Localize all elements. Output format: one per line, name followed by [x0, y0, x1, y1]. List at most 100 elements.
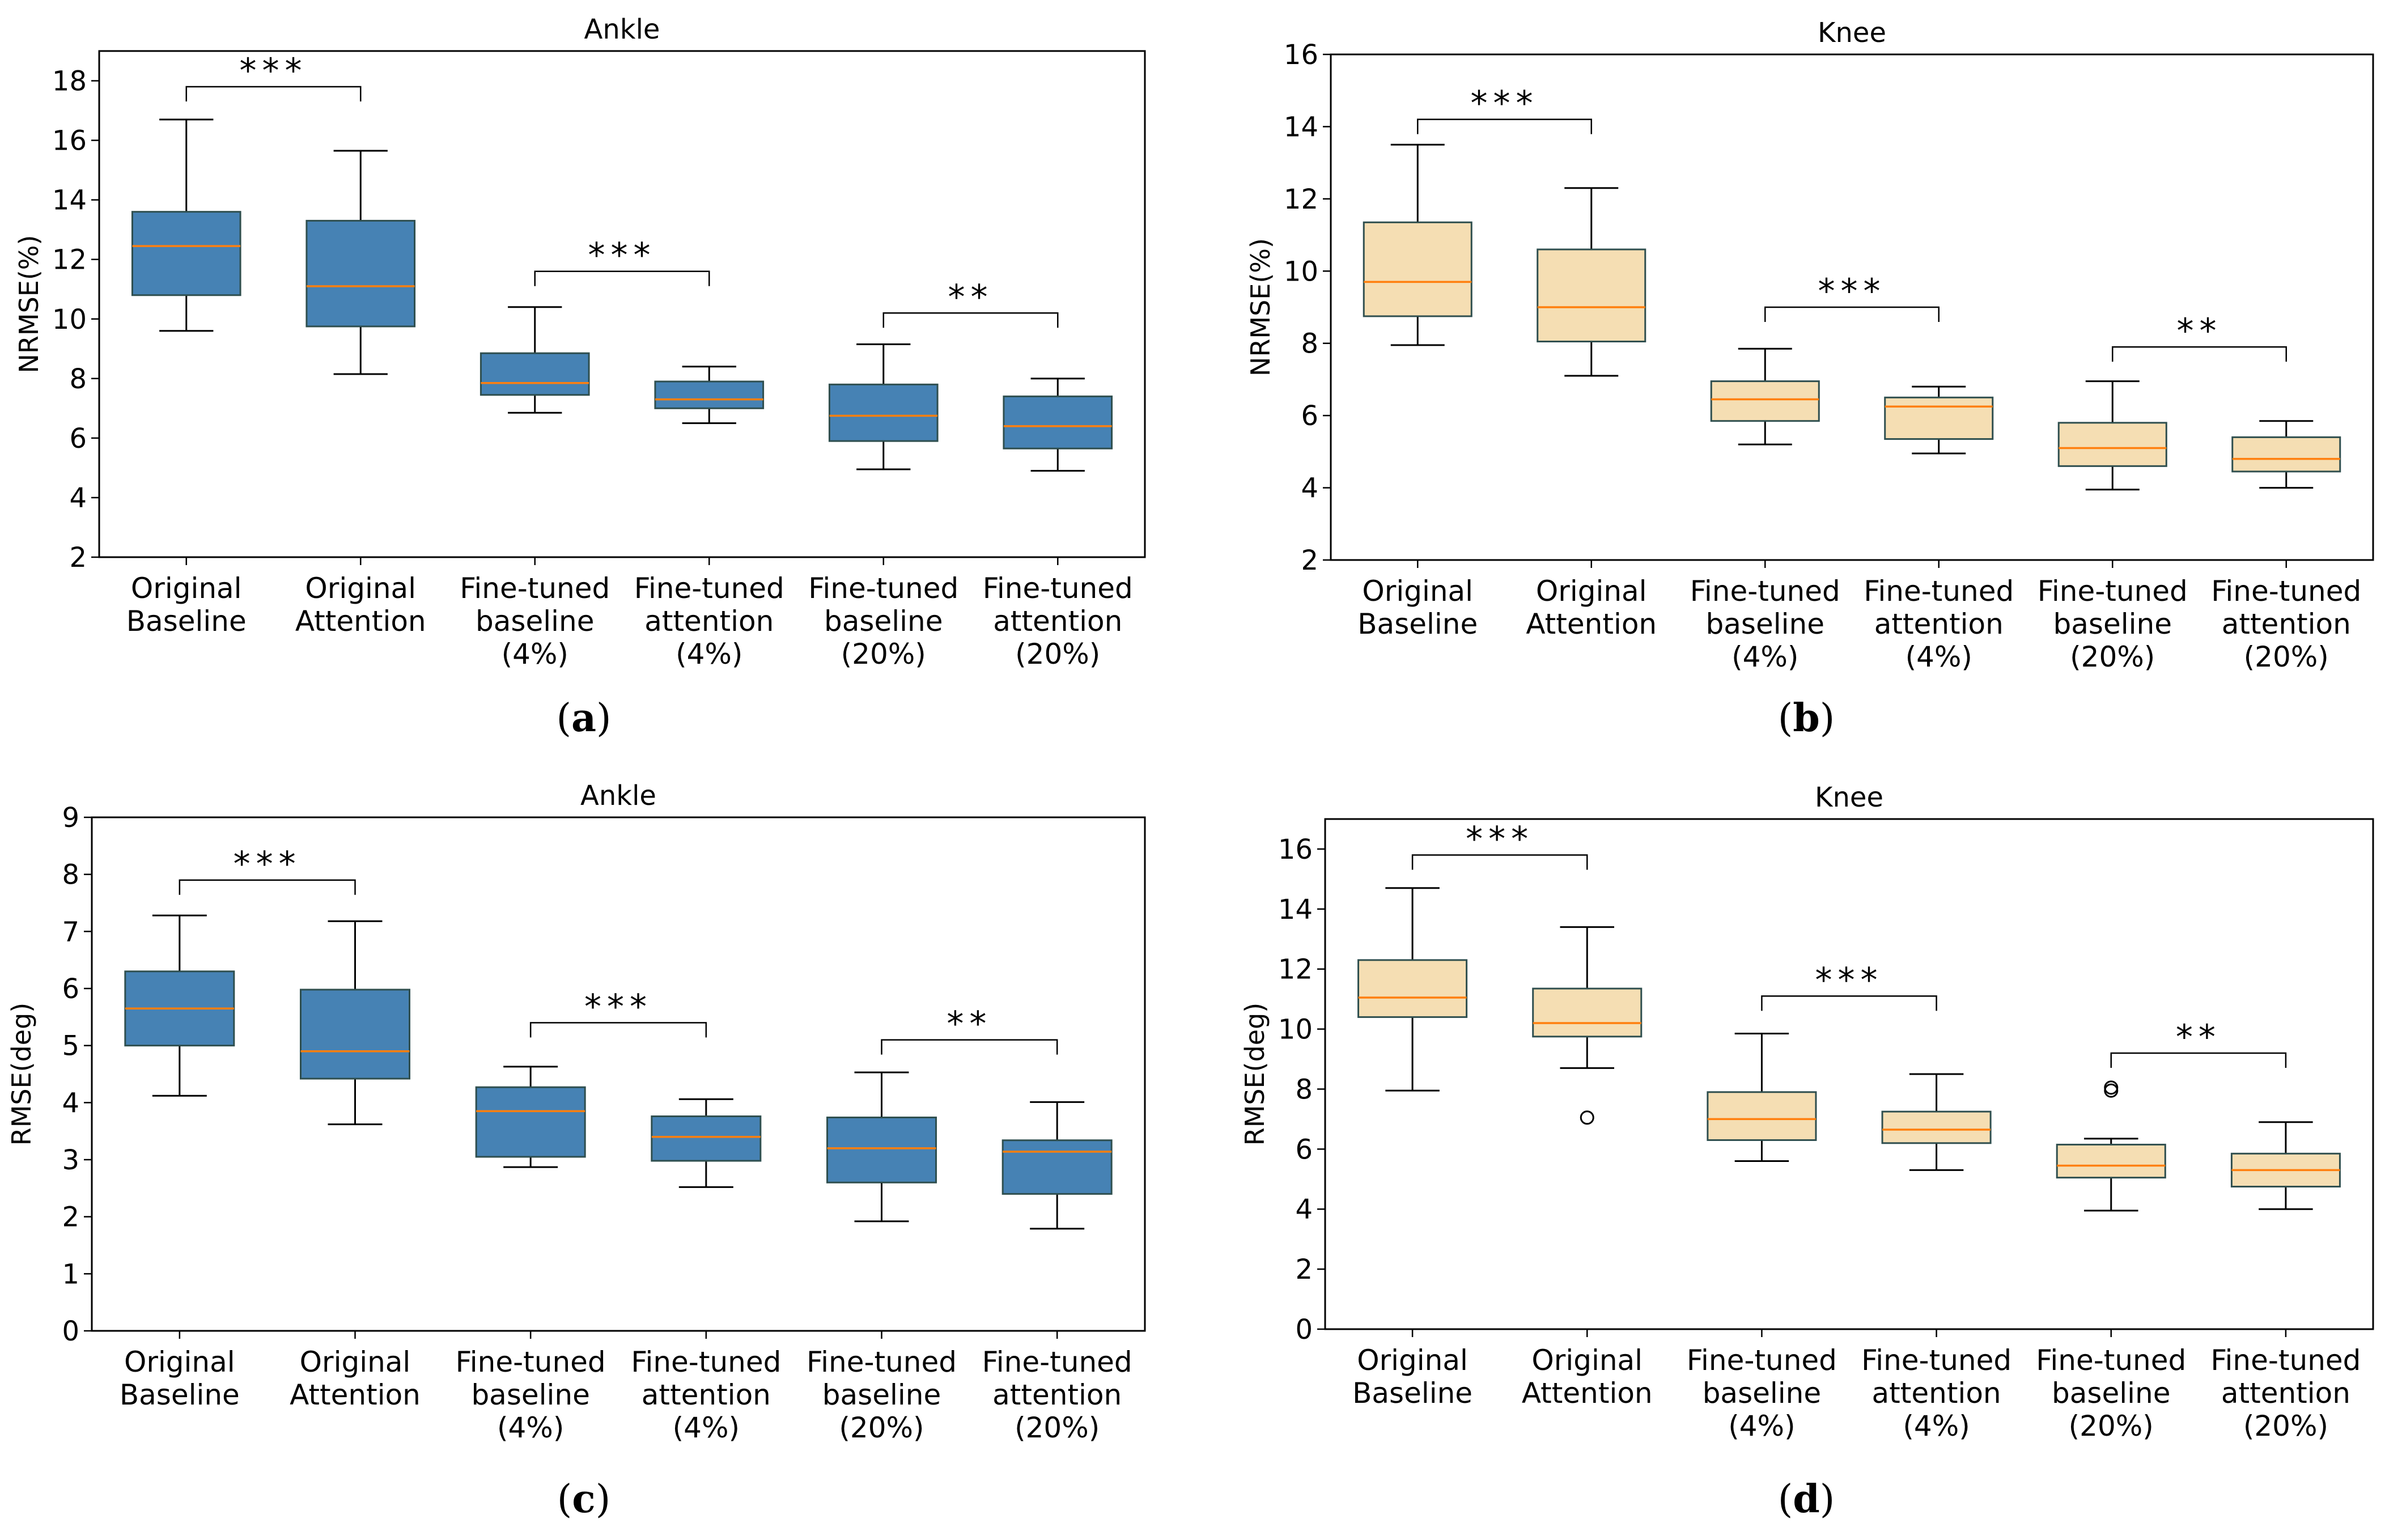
x-tick-label-line: attention: [644, 605, 774, 638]
significance-bracket: [179, 879, 356, 895]
x-tick-label-line: Attention: [1522, 1377, 1653, 1410]
x-tick-label-line: Fine-tuned: [2210, 1344, 2361, 1377]
x-tick-label-line: Fine-tuned: [460, 572, 610, 605]
x-tick-label: Fine-tuned attention (20%): [2211, 575, 2361, 673]
y-tick-label: 3: [62, 1144, 79, 1176]
box-body: [1884, 396, 1994, 440]
x-tick-label: Fine-tuned attention (4%): [631, 1346, 781, 1444]
y-tick-label: 16: [52, 125, 87, 157]
box-2: [1532, 926, 1643, 1125]
x-tick-label: Fine-tuned baseline (20%): [807, 1346, 957, 1444]
x-tick-label-line: (4%): [1903, 1410, 1970, 1443]
x-tick-label-line: Baseline: [1357, 608, 1478, 640]
chart-title: Ankle: [580, 780, 656, 812]
axes-frame: [1324, 818, 2374, 1330]
box-1: [1363, 143, 1472, 346]
x-tick-label-line: baseline: [1706, 608, 1824, 640]
x-tick-label-line: Attention: [295, 605, 426, 638]
y-tick-label: 8: [1301, 328, 1318, 360]
box-2: [305, 150, 416, 375]
y-tick-label: 10: [52, 304, 87, 336]
significance-bracket: [1764, 306, 1940, 322]
x-tick-label-line: Fine-tuned: [2036, 1344, 2186, 1377]
significance-label: ***: [1815, 960, 1883, 1000]
x-tick-label-line: attention: [992, 1378, 1122, 1411]
box-6: [2231, 420, 2341, 489]
y-axis-label: RMSE(deg): [1240, 1003, 1270, 1146]
x-tick-label-line: Original: [305, 572, 416, 605]
x-tick-label: Original Attention: [295, 572, 426, 638]
box-4: [1881, 1073, 1992, 1171]
y-tick-label: 18: [52, 66, 87, 97]
x-tick-label-line: (20%): [839, 1411, 924, 1444]
x-tick-label-line: Original: [131, 572, 242, 605]
x-tick-label: Original Baseline: [120, 1346, 240, 1411]
x-tick-label-line: Fine-tuned: [631, 1346, 781, 1378]
x-tick-label-line: Fine-tuned: [1864, 575, 2014, 608]
x-tick-label: Original Attention: [1526, 575, 1657, 640]
y-axis-label: NRMSE(%): [1245, 238, 1276, 376]
box-body: [1003, 395, 1113, 449]
box-body: [1363, 221, 1472, 317]
significance-bracket: [534, 270, 710, 286]
x-tick-label: Original Baseline: [126, 572, 247, 638]
x-tick-label-line: baseline: [824, 605, 943, 638]
x-tick-label-line: (4%): [497, 1411, 564, 1444]
x-tick-label-line: Fine-tuned: [1861, 1344, 2011, 1377]
y-tick-label: 6: [69, 423, 87, 455]
y-tick-label: 6: [62, 973, 79, 1005]
box-body: [654, 380, 765, 409]
significance-label: ***: [1818, 271, 1886, 311]
box-body: [1707, 1091, 1817, 1141]
x-tick-label-line: Fine-tuned: [2211, 575, 2361, 608]
x-tick-label-line: Original: [124, 1346, 235, 1378]
box-3: [475, 1066, 586, 1168]
x-tick-label-line: Fine-tuned: [1687, 1344, 1837, 1377]
y-tick-label: 6: [1295, 1134, 1313, 1165]
box-body: [2056, 1143, 2166, 1179]
x-tick-label-line: baseline: [476, 605, 594, 638]
significance-bracket: [185, 86, 362, 102]
y-tick-label: 10: [1284, 256, 1318, 287]
chart-title: Ankle: [584, 14, 660, 45]
box-body: [1001, 1139, 1113, 1195]
x-tick-label-line: (20%): [841, 638, 926, 671]
x-tick-label-line: (4%): [676, 638, 742, 671]
significance-bracket: [2112, 346, 2287, 362]
box-body: [826, 1117, 937, 1183]
y-tick-label: 2: [69, 542, 87, 574]
box-6: [1003, 377, 1113, 472]
x-tick-label-line: attention: [2221, 1377, 2350, 1410]
x-tick-label-line: Fine-tuned: [456, 1346, 606, 1378]
box-5: [2056, 1080, 2166, 1212]
x-tick-label-line: Fine-tuned: [983, 572, 1133, 605]
x-tick-label: Fine-tuned baseline (4%): [1690, 575, 1840, 673]
box-body: [651, 1115, 762, 1162]
x-tick-label-line: Original: [1357, 1344, 1468, 1377]
box-body: [1357, 959, 1468, 1018]
chart-title: Knee: [1815, 782, 1883, 813]
y-tick-label: 4: [1301, 473, 1318, 504]
y-tick-label: 2: [1295, 1254, 1313, 1286]
y-tick-label: 8: [1295, 1074, 1313, 1105]
x-tick-label: Fine-tuned attention (20%): [983, 572, 1133, 671]
y-tick-label: 12: [1278, 954, 1313, 986]
y-tick-label: 10: [1278, 1014, 1313, 1046]
x-tick-label-line: Original: [1362, 575, 1473, 608]
box-body: [300, 989, 410, 1080]
x-tick-label-line: (4%): [502, 638, 568, 671]
x-tick-label-line: Fine-tuned: [808, 572, 958, 605]
x-tick-label-line: (4%): [1732, 640, 1798, 673]
x-tick-label-line: (4%): [1728, 1410, 1795, 1443]
significance-bracket: [529, 1022, 707, 1038]
x-tick-label: Fine-tuned attention (4%): [634, 572, 784, 671]
box-4: [651, 1098, 762, 1188]
y-tick-label: 9: [62, 802, 79, 834]
axes-frame: [98, 50, 1146, 558]
axes-frame: [91, 816, 1146, 1332]
x-tick-label-line: (20%): [2069, 1410, 2154, 1443]
panel-label-c: (c): [557, 1477, 610, 1522]
significance-label: ***: [234, 845, 302, 884]
